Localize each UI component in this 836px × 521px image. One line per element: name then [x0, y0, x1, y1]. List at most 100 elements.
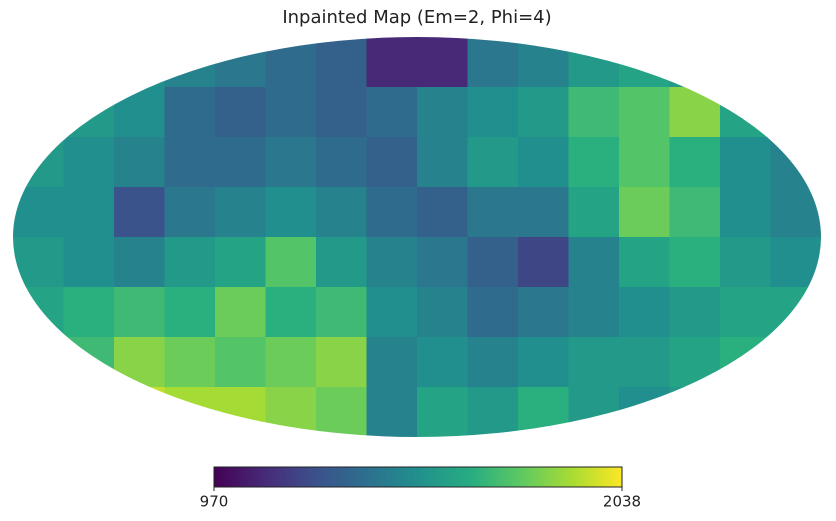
map-pixel	[316, 337, 367, 388]
map-pixel	[770, 187, 821, 238]
map-pixel	[215, 337, 266, 388]
map-pixel	[568, 187, 620, 238]
map-pixel	[114, 87, 165, 138]
map-pixel	[568, 387, 620, 437]
map-pixel	[366, 187, 418, 238]
map-pixel	[265, 387, 317, 437]
map-pixel	[114, 37, 165, 88]
map-pixel	[215, 137, 266, 188]
map-pixel	[417, 287, 468, 338]
map-pixel	[316, 387, 367, 437]
map-pixel	[669, 237, 721, 288]
map-pixel	[417, 37, 468, 88]
map-pixel	[568, 337, 620, 388]
map-pixel	[619, 387, 670, 437]
colorbar-tick-label: 970	[200, 493, 229, 511]
map-pixel	[265, 337, 317, 388]
map-pixel	[770, 87, 821, 138]
map-pixel	[669, 37, 721, 88]
map-pixel	[265, 37, 317, 88]
map-pixel	[215, 87, 266, 138]
map-pixel	[518, 237, 569, 288]
map-pixel	[265, 187, 317, 238]
map-pixel	[568, 137, 620, 188]
map-pixel	[669, 337, 721, 388]
map-pixel	[669, 287, 721, 338]
map-pixel	[518, 387, 569, 437]
map-pixel	[720, 287, 771, 338]
map-pixel	[63, 387, 115, 437]
map-pixel	[13, 287, 64, 338]
map-pixel	[467, 337, 519, 388]
map-pixel	[63, 187, 115, 238]
map-pixel	[770, 387, 821, 437]
map-pixel	[619, 187, 670, 238]
map-pixel	[366, 237, 418, 288]
map-pixel	[164, 137, 216, 188]
map-pixel	[63, 137, 115, 188]
map-pixel	[164, 237, 216, 288]
map-pixel	[215, 237, 266, 288]
map-pixel	[467, 287, 519, 338]
map-pixel	[770, 337, 821, 388]
map-pixel	[215, 187, 266, 238]
map-pixel	[417, 137, 468, 188]
map-pixel	[518, 337, 569, 388]
map-pixel	[265, 87, 317, 138]
map-pixel	[114, 387, 165, 437]
map-pixel	[720, 87, 771, 138]
map-pixel	[316, 187, 367, 238]
colorbar-tick-label: 2038	[603, 493, 641, 511]
colorbar	[213, 466, 623, 488]
map-pixel	[164, 37, 216, 88]
chart-title: Inpainted Map (Em=2, Phi=4)	[282, 7, 551, 28]
map-pixel	[720, 187, 771, 238]
map-pixel	[215, 37, 266, 88]
map-pixel	[417, 187, 468, 238]
map-pixel	[720, 387, 771, 437]
map-pixel	[619, 37, 670, 88]
map-pixel	[13, 187, 64, 238]
map-pixel	[619, 237, 670, 288]
map-pixel	[63, 87, 115, 138]
map-pixel	[316, 87, 367, 138]
map-pixel	[13, 137, 64, 188]
map-pixel	[63, 37, 115, 88]
map-pixel	[13, 337, 64, 388]
map-pixel	[619, 287, 670, 338]
map-pixel	[164, 87, 216, 138]
map-pixel	[770, 237, 821, 288]
map-pixel	[114, 337, 165, 388]
map-pixel	[669, 387, 721, 437]
map-pixel	[215, 287, 266, 338]
map-pixel	[13, 87, 64, 138]
map-pixel	[770, 137, 821, 188]
map-pixel	[316, 137, 367, 188]
map-pixel	[316, 287, 367, 338]
map-pixel	[164, 287, 216, 338]
map-pixel	[114, 187, 165, 238]
map-pixel	[518, 37, 569, 88]
map-pixel	[366, 37, 418, 88]
map-pixel	[467, 137, 519, 188]
map-pixel	[669, 137, 721, 188]
map-pixel	[720, 137, 771, 188]
map-pixel	[265, 287, 317, 338]
map-pixel	[114, 287, 165, 338]
map-pixel	[316, 237, 367, 288]
map-pixel	[467, 187, 519, 238]
map-pixel	[770, 37, 821, 88]
map-pixel	[518, 137, 569, 188]
map-pixel	[770, 287, 821, 338]
map-pixel	[720, 237, 771, 288]
map-pixel	[669, 187, 721, 238]
map-pixel	[63, 337, 115, 388]
map-pixel	[568, 287, 620, 338]
map	[13, 37, 821, 437]
map-pixel	[13, 37, 64, 88]
map-pixel	[720, 37, 771, 88]
map-pixel	[114, 237, 165, 288]
map-pixel	[669, 87, 721, 138]
map-pixel	[518, 87, 569, 138]
